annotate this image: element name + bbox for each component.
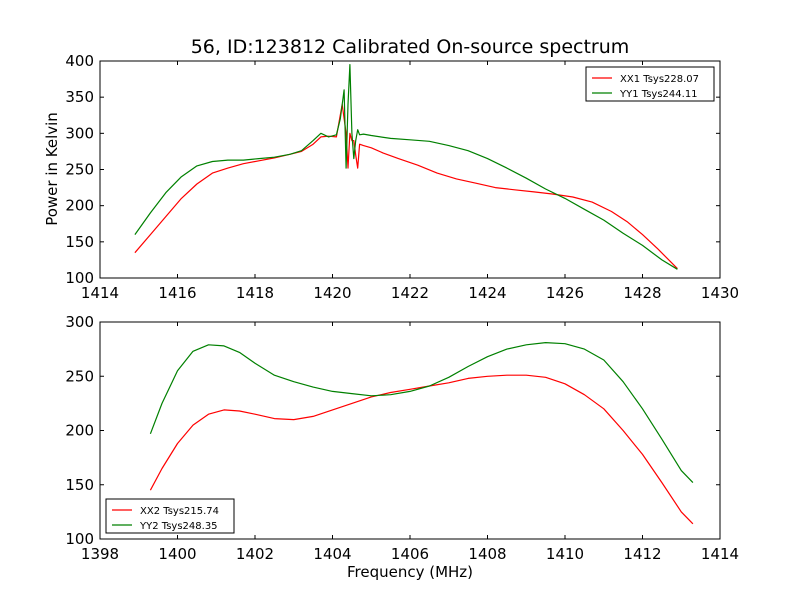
top-x-tick-label: 1428 bbox=[623, 284, 661, 302]
bottom-x-tick-label: 1404 bbox=[313, 545, 351, 563]
bottom-legend-box bbox=[105, 498, 235, 534]
y-axis-label: Power in Kelvin bbox=[43, 112, 61, 226]
bottom-x-tick-label: 1414 bbox=[701, 545, 739, 563]
top-y-tick-label: 400 bbox=[65, 52, 94, 70]
top-y-tick-label: 250 bbox=[65, 161, 94, 179]
bottom-legend-label-1: YY2 Tsys248.35 bbox=[139, 521, 218, 532]
top-y-tick-label: 150 bbox=[65, 233, 94, 251]
x-axis-label: Frequency (MHz) bbox=[347, 563, 473, 581]
bottom-y-tick-label: 150 bbox=[65, 476, 94, 494]
top-series-line-1 bbox=[134, 63, 678, 270]
bottom-legend-label-0: XX2 Tsys215.74 bbox=[140, 506, 219, 517]
bottom-y-tick-label: 250 bbox=[65, 367, 94, 385]
top-x-tick-label: 1418 bbox=[236, 284, 274, 302]
top-legend-box bbox=[585, 66, 715, 102]
bottom-x-tick-label: 1398 bbox=[81, 545, 119, 563]
top-x-tick-label: 1424 bbox=[468, 284, 506, 302]
top-x-tick-label: 1430 bbox=[701, 284, 739, 302]
top-y-tick-label: 100 bbox=[65, 269, 94, 287]
bottom-y-tick-label: 300 bbox=[65, 313, 94, 331]
top-legend-label-1: YY1 Tsys244.11 bbox=[619, 89, 698, 100]
bottom-x-tick-label: 1402 bbox=[236, 545, 274, 563]
top-panel: 1414 1416 1418 1420 1422 1424 1426 1428 1430 100 1… bbox=[65, 52, 739, 302]
top-y-tick-label: 300 bbox=[65, 124, 94, 142]
top-x-tick-label: 1422 bbox=[391, 284, 429, 302]
top-x-tick-label: 1414 bbox=[81, 284, 119, 302]
top-y-tick-label: 350 bbox=[65, 88, 94, 106]
top-x-tick-label: 1416 bbox=[158, 284, 196, 302]
top-x-tick-label: 1420 bbox=[313, 284, 351, 302]
bottom-x-tick-label: 1408 bbox=[468, 545, 506, 563]
bottom-x-tick-label: 1412 bbox=[623, 545, 661, 563]
bottom-x-tick-label: 1400 bbox=[158, 545, 196, 563]
bottom-x-tick-label: 1410 bbox=[546, 545, 584, 563]
bottom-x-tick-label: 1406 bbox=[391, 545, 429, 563]
bottom-series-line-0 bbox=[149, 374, 694, 525]
bottom-y-tick-label: 100 bbox=[65, 530, 94, 548]
plots-group: 1414 1416 1418 1420 1422 1424 1426 1428 14301001… bbox=[65, 52, 739, 563]
bottom-series-line-1 bbox=[149, 342, 694, 484]
chart-title: 56, ID:123812 Calibrated On-source spect… bbox=[191, 36, 630, 58]
top-legend-label-0: XX1 Tsys228.07 bbox=[620, 74, 699, 85]
top-legend: XX1 Tsys228.07 YY1 Tsys244.11 bbox=[585, 66, 715, 102]
top-x-tick-label: 1426 bbox=[546, 284, 584, 302]
bottom-y-tick-label: 200 bbox=[65, 422, 94, 440]
bottom-legend: XX2 Tsys215.74 YY2 Tsys248.35 bbox=[105, 498, 235, 534]
bottom-panel: 1398 1400 1402 1404 1406 1408 1410 1412 1414 100 1… bbox=[65, 313, 739, 563]
top-y-tick-label: 200 bbox=[65, 197, 94, 215]
